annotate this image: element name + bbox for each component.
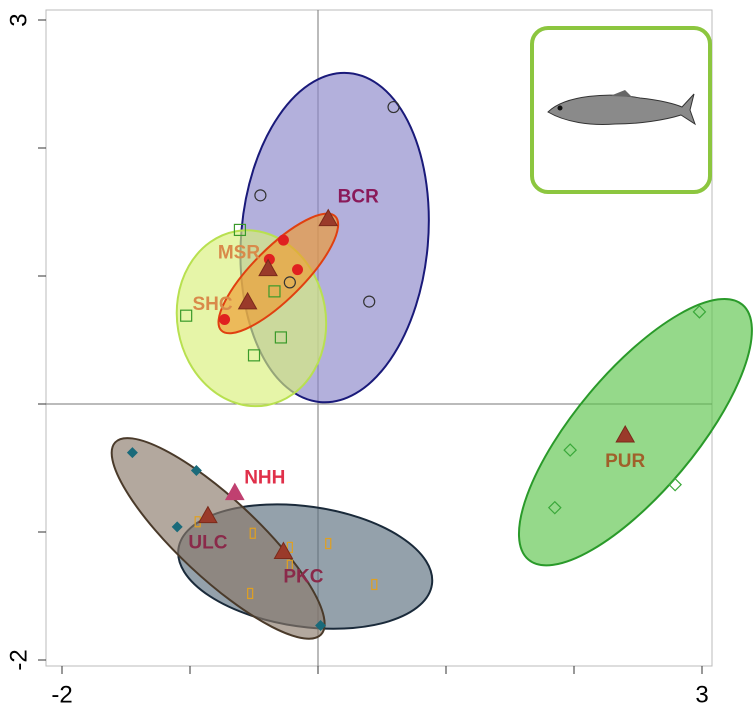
group-label: MSR: [218, 243, 261, 264]
point: [278, 235, 289, 246]
point: [292, 264, 303, 275]
point: [219, 314, 230, 325]
group-label: SHC: [192, 294, 232, 315]
x-tick-label: 3: [695, 681, 708, 708]
chart: -2 3 -2 3 BCR SHC MSR PUR PKC ULC NHH: [0, 0, 755, 712]
page: {"chart_data": {"type": "scatter", "xlim…: [0, 0, 755, 712]
y-tick-label: 3: [5, 13, 32, 26]
y-tick-label: -2: [5, 649, 32, 670]
group-ellipse: [482, 266, 755, 598]
group-label: PKC: [283, 566, 323, 587]
fish-eye: [558, 106, 563, 111]
group-label: NHH: [244, 468, 285, 489]
group-label: PUR: [605, 451, 645, 472]
group-label: ULC: [188, 533, 227, 554]
centroid: [226, 484, 244, 500]
x-tick-label: -2: [51, 681, 72, 708]
group-label: BCR: [338, 187, 379, 208]
fish-inset: [532, 28, 710, 192]
